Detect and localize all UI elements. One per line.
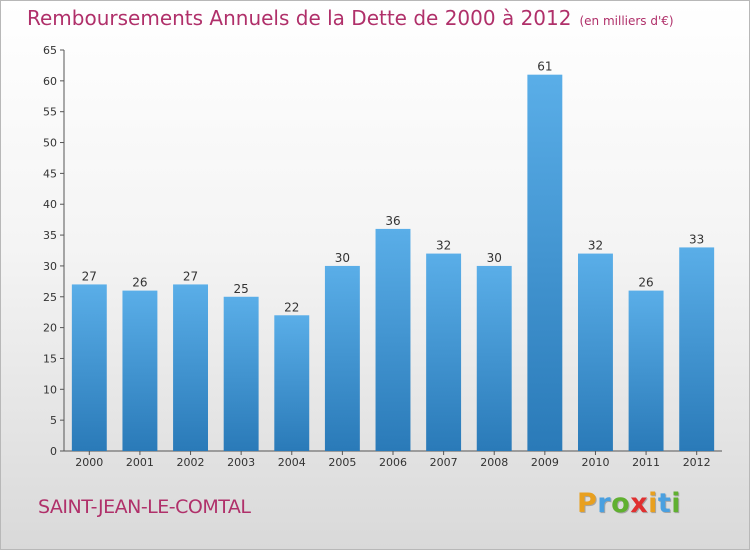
y-tick-label: 20 <box>43 322 57 335</box>
commune-name: SAINT-JEAN-LE-COMTAL <box>38 496 251 518</box>
chart-subtitle: (en milliers d'€) <box>579 14 674 28</box>
bar <box>628 290 664 451</box>
y-tick-label: 5 <box>50 414 57 427</box>
x-tick-label: 2004 <box>278 456 306 469</box>
x-tick-label: 2005 <box>328 456 356 469</box>
y-tick-label: 10 <box>43 383 57 396</box>
bar <box>324 265 360 451</box>
logo-letter: o <box>611 488 631 519</box>
logo-letter: x <box>630 488 649 519</box>
chart-title: Remboursements Annuels de la Dette de 20… <box>27 6 674 30</box>
bar <box>71 284 107 451</box>
bar <box>122 290 158 451</box>
y-tick-label: 60 <box>43 75 57 88</box>
bar <box>426 253 462 451</box>
x-tick-label: 2009 <box>531 456 559 469</box>
y-tick-label: 50 <box>43 137 57 150</box>
x-tick-label: 2003 <box>227 456 255 469</box>
bar <box>223 296 259 451</box>
bar <box>173 284 209 451</box>
bar <box>476 265 512 451</box>
x-tick-label: 2010 <box>581 456 609 469</box>
data-label: 25 <box>234 282 249 296</box>
logo-letter: t <box>657 488 672 519</box>
data-label: 32 <box>588 239 603 253</box>
x-tick-label: 2008 <box>480 456 508 469</box>
bar <box>527 74 563 451</box>
x-tick-label: 2007 <box>430 456 458 469</box>
y-tick-label: 65 <box>43 44 57 57</box>
data-label: 26 <box>132 276 147 290</box>
x-tick-label: 2011 <box>632 456 660 469</box>
x-tick-label: 2000 <box>75 456 103 469</box>
logo-letter: r <box>597 488 612 519</box>
data-label: 22 <box>284 300 299 314</box>
y-tick-label: 25 <box>43 291 57 304</box>
data-label: 26 <box>638 276 653 290</box>
bar <box>577 253 613 451</box>
y-tick-label: 45 <box>43 167 57 180</box>
y-tick-label: 15 <box>43 352 57 365</box>
data-label: 30 <box>487 251 502 265</box>
logo-letter: P <box>577 488 598 519</box>
x-tick-label: 2002 <box>177 456 205 469</box>
x-tick-label: 2001 <box>126 456 154 469</box>
y-tick-label: 30 <box>43 260 57 273</box>
chart-title-text: Remboursements Annuels de la Dette de 20… <box>27 6 572 30</box>
y-tick-label: 40 <box>43 198 57 211</box>
data-label: 33 <box>689 232 704 246</box>
logo-letter: i <box>671 488 682 519</box>
data-label: 27 <box>82 269 97 283</box>
y-tick-label: 35 <box>43 229 57 242</box>
x-tick-label: 2012 <box>683 456 711 469</box>
proxiti-logo[interactable]: Proxiti <box>577 488 681 519</box>
y-tick-label: 0 <box>50 445 57 458</box>
data-label: 30 <box>335 251 350 265</box>
x-tick-label: 2006 <box>379 456 407 469</box>
data-label: 27 <box>183 269 198 283</box>
data-label: 32 <box>436 239 451 253</box>
logo-letter: i <box>648 488 658 519</box>
bar <box>679 247 715 451</box>
data-label: 61 <box>537 60 552 74</box>
bar <box>274 315 310 451</box>
bar <box>375 228 411 451</box>
y-tick-label: 55 <box>43 106 57 119</box>
data-label: 36 <box>385 214 400 228</box>
